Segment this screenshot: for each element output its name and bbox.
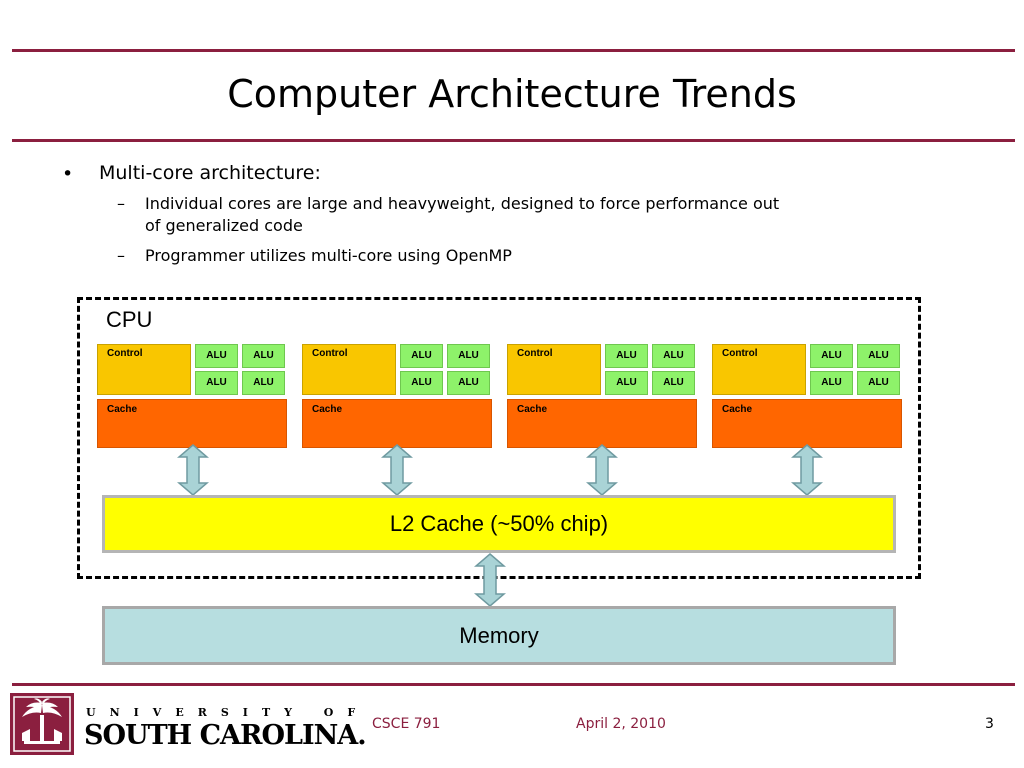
control-unit: Control	[97, 344, 191, 395]
cache-unit: Cache	[302, 399, 492, 448]
alu-unit: ALU	[400, 344, 443, 368]
alu-unit: ALU	[857, 371, 900, 395]
double-arrow-icon	[474, 553, 506, 607]
control-unit: Control	[302, 344, 396, 395]
double-arrow-icon	[791, 444, 823, 496]
alu-unit: ALU	[195, 371, 238, 395]
alu-unit: ALU	[447, 371, 490, 395]
alu-unit: ALU	[605, 344, 648, 368]
bullet-symbol: •	[62, 163, 74, 185]
page-number: 3	[985, 716, 994, 732]
alu-unit: ALU	[195, 344, 238, 368]
top-rule	[12, 49, 1015, 52]
university-wordmark-top: UNIVERSITY OF	[86, 706, 370, 719]
cpu-boundary	[77, 297, 921, 579]
cache-unit: Cache	[712, 399, 902, 448]
slide-title: Computer Architecture Trends	[227, 72, 797, 116]
core-1: Control ALU ALU ALU ALU Cache	[97, 344, 287, 448]
double-arrow-icon	[381, 444, 413, 496]
alu-unit: ALU	[652, 371, 695, 395]
core-3: Control ALU ALU ALU ALU Cache	[507, 344, 697, 448]
control-unit: Control	[712, 344, 806, 395]
alu-unit: ALU	[242, 371, 285, 395]
cache-unit: Cache	[97, 399, 287, 448]
footer-date: April 2, 2010	[576, 716, 666, 732]
title-rule	[12, 139, 1015, 142]
alu-unit: ALU	[447, 344, 490, 368]
palmetto-logo-icon	[10, 693, 74, 755]
double-arrow-icon	[586, 444, 618, 496]
double-arrow-icon	[177, 444, 209, 496]
alu-unit: ALU	[652, 344, 695, 368]
university-wordmark-bottom: SOUTH CAROLINA.	[84, 720, 367, 751]
alu-unit: ALU	[857, 344, 900, 368]
core-2: Control ALU ALU ALU ALU Cache	[302, 344, 492, 448]
alu-unit: ALU	[810, 344, 853, 368]
memory-block: Memory	[102, 606, 896, 665]
core-4: Control ALU ALU ALU ALU Cache	[712, 344, 902, 448]
bullet-sub-1-line-2: of generalized code	[145, 216, 303, 235]
alu-unit: ALU	[400, 371, 443, 395]
bullet-sub-1-line-1: Individual cores are large and heavyweig…	[145, 194, 780, 213]
footer-course: CSCE 791	[372, 716, 441, 732]
bullet-main: Multi-core architecture:	[99, 162, 321, 184]
control-unit: Control	[507, 344, 601, 395]
bullet-sub-2: Programmer utilizes multi-core using Ope…	[145, 246, 512, 265]
footer-rule	[12, 683, 1015, 686]
cache-unit: Cache	[507, 399, 697, 448]
cpu-label: CPU	[106, 307, 153, 332]
alu-unit: ALU	[242, 344, 285, 368]
alu-unit: ALU	[810, 371, 853, 395]
alu-unit: ALU	[605, 371, 648, 395]
dash-symbol: –	[117, 246, 125, 265]
dash-symbol: –	[117, 194, 125, 213]
l2-cache-block: L2 Cache (~50% chip)	[102, 495, 896, 553]
